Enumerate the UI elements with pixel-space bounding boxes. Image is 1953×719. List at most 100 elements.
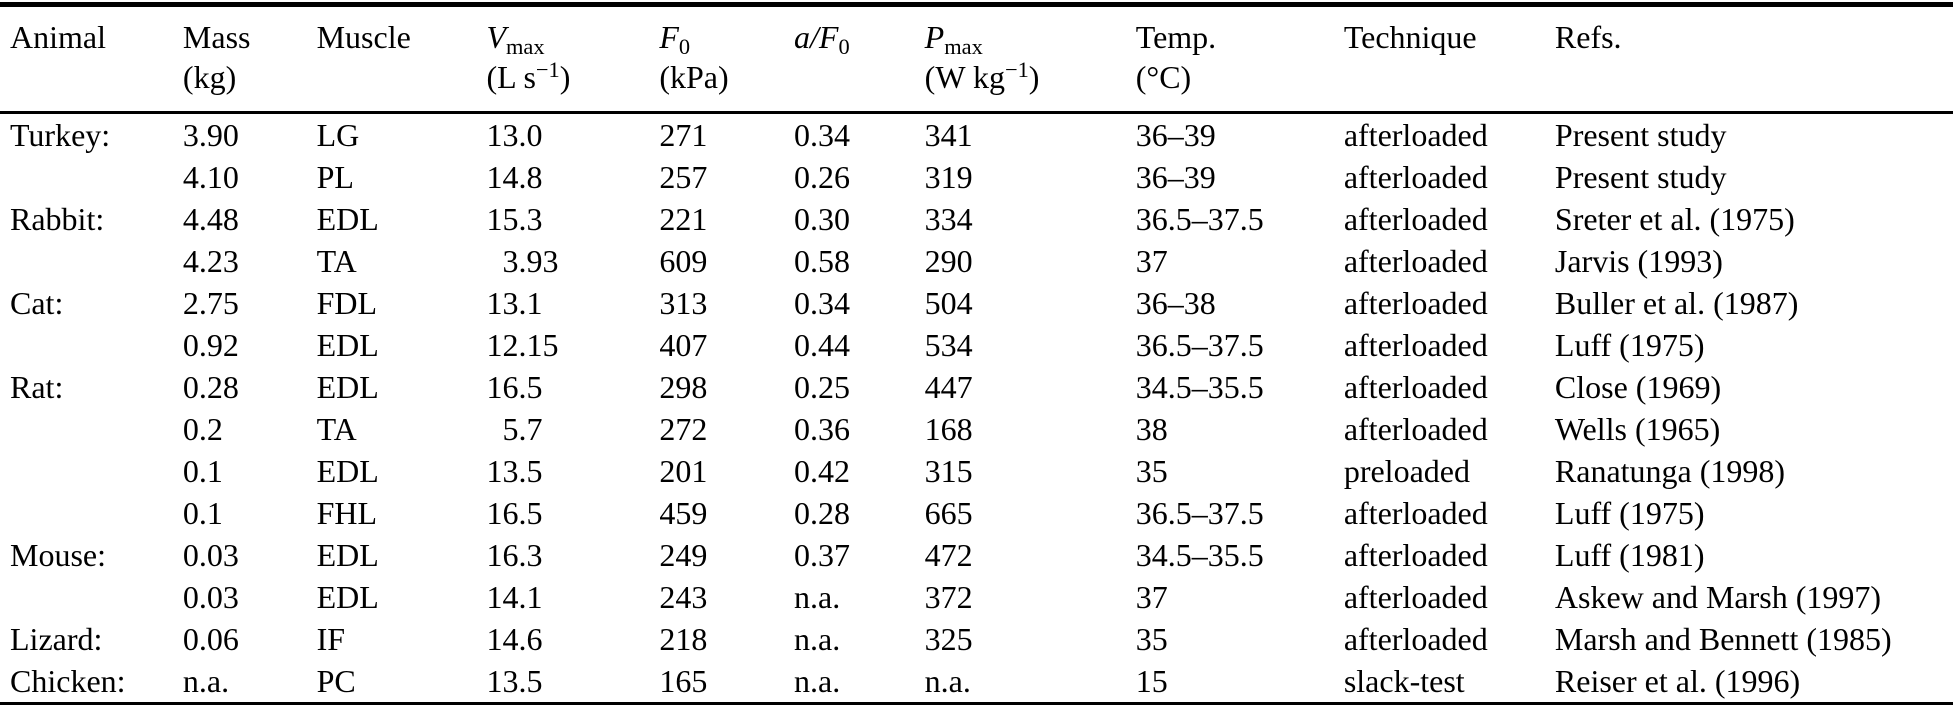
cell-vmax-int: 15 bbox=[486, 201, 519, 237]
cell-f0: 459 bbox=[659, 495, 708, 531]
cell-refs: Present study bbox=[1554, 117, 1727, 153]
cell-temp: 34.5–35.5 bbox=[1135, 369, 1264, 405]
cell-animal: Lizard: bbox=[10, 621, 103, 657]
column-header-animal-label: Animal bbox=[10, 19, 106, 55]
cell-mass: 0.03 bbox=[182, 537, 239, 573]
column-header-pmax: Pmax (W kg−1) bbox=[924, 4, 1136, 114]
table-row: 4.10 PL 14.8 257 0.26 319 36–39 afterloaded Pres… bbox=[0, 156, 1953, 198]
cell-technique: preloaded bbox=[1343, 453, 1470, 489]
cell-pmax: 372 bbox=[924, 579, 973, 615]
cell-vmax-int: 14 bbox=[486, 621, 519, 657]
cell-animal bbox=[0, 240, 183, 282]
cell-technique: afterloaded bbox=[1343, 621, 1488, 657]
cell-muscle: EDL bbox=[316, 201, 379, 237]
cell-temp: 36.5–37.5 bbox=[1135, 327, 1264, 363]
cell-vmax-int: 13 bbox=[486, 285, 519, 321]
cell-mass: 0.1 bbox=[182, 453, 223, 489]
column-header-f0-unit: (kPa) bbox=[659, 59, 729, 95]
cell-mass: 0.06 bbox=[182, 621, 239, 657]
cell-muscle: EDL bbox=[316, 327, 379, 363]
cell-temp: 38 bbox=[1135, 411, 1168, 447]
cell-animal bbox=[0, 492, 183, 534]
cell-vmax: 14.6 bbox=[486, 618, 659, 660]
cell-temp: 36.5–37.5 bbox=[1135, 201, 1264, 237]
cell-technique: afterloaded bbox=[1343, 117, 1488, 153]
cell-vmax-int: 13 bbox=[486, 453, 519, 489]
table-header: Animal Mass (kg) Muscle Vmax (L s−1) F0 (kPa) a/… bbox=[0, 4, 1953, 114]
cell-muscle: IF bbox=[316, 621, 346, 657]
cell-muscle: LG bbox=[316, 117, 360, 153]
column-header-temp-unit: (°C) bbox=[1135, 59, 1192, 95]
cell-f0: 218 bbox=[659, 621, 708, 657]
cell-f0: 298 bbox=[659, 369, 708, 405]
cell-pmax: 472 bbox=[924, 537, 973, 573]
cell-muscle: TA bbox=[316, 243, 357, 279]
column-header-vmax-unit: (L s−1) bbox=[486, 56, 571, 95]
cell-vmax: 14.8 bbox=[486, 156, 659, 198]
cell-vmax: 14.1 bbox=[486, 576, 659, 618]
cell-vmax-int: 3 bbox=[502, 243, 519, 279]
cell-mass: 0.92 bbox=[182, 327, 239, 363]
column-header-technique: Technique bbox=[1343, 4, 1555, 114]
cell-muscle: EDL bbox=[316, 453, 379, 489]
cell-refs: Reiser et al. (1996) bbox=[1554, 663, 1801, 699]
column-header-vmax-label: Vmax bbox=[486, 19, 545, 60]
column-header-muscle: Muscle bbox=[316, 4, 487, 114]
cell-refs: Jarvis (1993) bbox=[1554, 243, 1723, 279]
cell-af0: n.a. bbox=[794, 579, 841, 615]
cell-mass: n.a. bbox=[182, 663, 230, 699]
cell-mass: 3.90 bbox=[182, 117, 239, 153]
cell-mass: 0.2 bbox=[182, 411, 223, 447]
cell-temp: 36–39 bbox=[1135, 159, 1216, 195]
table-row: Turkey: 3.90 LG 13.0 271 0.34 341 36–39 afterloa… bbox=[0, 113, 1953, 157]
table-row: 4.23 TA 3.93 609 0.58 290 37 afterloaded Jarvis … bbox=[0, 240, 1953, 282]
cell-technique: afterloaded bbox=[1343, 411, 1488, 447]
cell-af0: n.a. bbox=[794, 621, 841, 657]
table-row: Rat: 0.28 EDL 16.5 298 0.25 447 34.5–35.5 afterl… bbox=[0, 366, 1953, 408]
cell-f0: 243 bbox=[659, 579, 708, 615]
column-header-f0: F0 (kPa) bbox=[659, 4, 795, 114]
column-header-pmax-label: Pmax bbox=[924, 19, 983, 60]
cell-refs: Marsh and Bennett (1985) bbox=[1554, 621, 1892, 657]
cell-animal: Chicken: bbox=[10, 663, 126, 699]
cell-muscle: EDL bbox=[316, 579, 379, 615]
cell-muscle: EDL bbox=[316, 537, 379, 573]
cell-vmax: 3.93 bbox=[486, 240, 659, 282]
cell-technique: slack-test bbox=[1343, 663, 1465, 699]
cell-mass: 0.1 bbox=[182, 495, 223, 531]
cell-temp: 35 bbox=[1135, 453, 1168, 489]
cell-pmax: 290 bbox=[924, 243, 973, 279]
cell-animal bbox=[0, 576, 183, 618]
column-header-af0: a/F0 bbox=[794, 4, 925, 114]
cell-mass: 0.03 bbox=[182, 579, 239, 615]
cell-af0: 0.58 bbox=[794, 243, 851, 279]
cell-technique: afterloaded bbox=[1343, 537, 1488, 573]
column-header-technique-label: Technique bbox=[1343, 19, 1477, 55]
cell-technique: afterloaded bbox=[1343, 201, 1488, 237]
cell-temp: 15 bbox=[1135, 663, 1168, 699]
cell-mass: 2.75 bbox=[182, 285, 239, 321]
cell-refs: Askew and Marsh (1997) bbox=[1554, 579, 1882, 615]
cell-vmax-int: 13 bbox=[486, 663, 519, 699]
cell-pmax: 168 bbox=[924, 411, 973, 447]
muscle-properties-table: Animal Mass (kg) Muscle Vmax (L s−1) F0 (kPa) a/… bbox=[0, 2, 1953, 705]
column-header-f0-label: F0 bbox=[659, 19, 691, 60]
cell-muscle: PC bbox=[316, 663, 356, 699]
cell-temp: 34.5–35.5 bbox=[1135, 537, 1264, 573]
cell-mass: 4.10 bbox=[182, 159, 239, 195]
cell-af0: 0.34 bbox=[794, 117, 851, 153]
column-header-af0-label: a/F0 bbox=[794, 19, 850, 60]
cell-animal: Rabbit: bbox=[10, 201, 105, 237]
cell-muscle: PL bbox=[316, 159, 354, 195]
cell-animal bbox=[0, 324, 183, 366]
cell-vmax: 13.5 bbox=[486, 660, 659, 704]
cell-temp: 36–39 bbox=[1135, 117, 1216, 153]
table-row: Lizard: 0.06 IF 14.6 218 n.a. 325 35 afterloaded… bbox=[0, 618, 1953, 660]
cell-f0: 257 bbox=[659, 159, 708, 195]
cell-af0: 0.37 bbox=[794, 537, 851, 573]
column-header-temp-label: Temp. bbox=[1135, 19, 1217, 55]
cell-vmax: 13.0 bbox=[486, 113, 659, 157]
cell-animal bbox=[0, 450, 183, 492]
cell-af0: 0.28 bbox=[794, 495, 851, 531]
cell-technique: afterloaded bbox=[1343, 369, 1488, 405]
